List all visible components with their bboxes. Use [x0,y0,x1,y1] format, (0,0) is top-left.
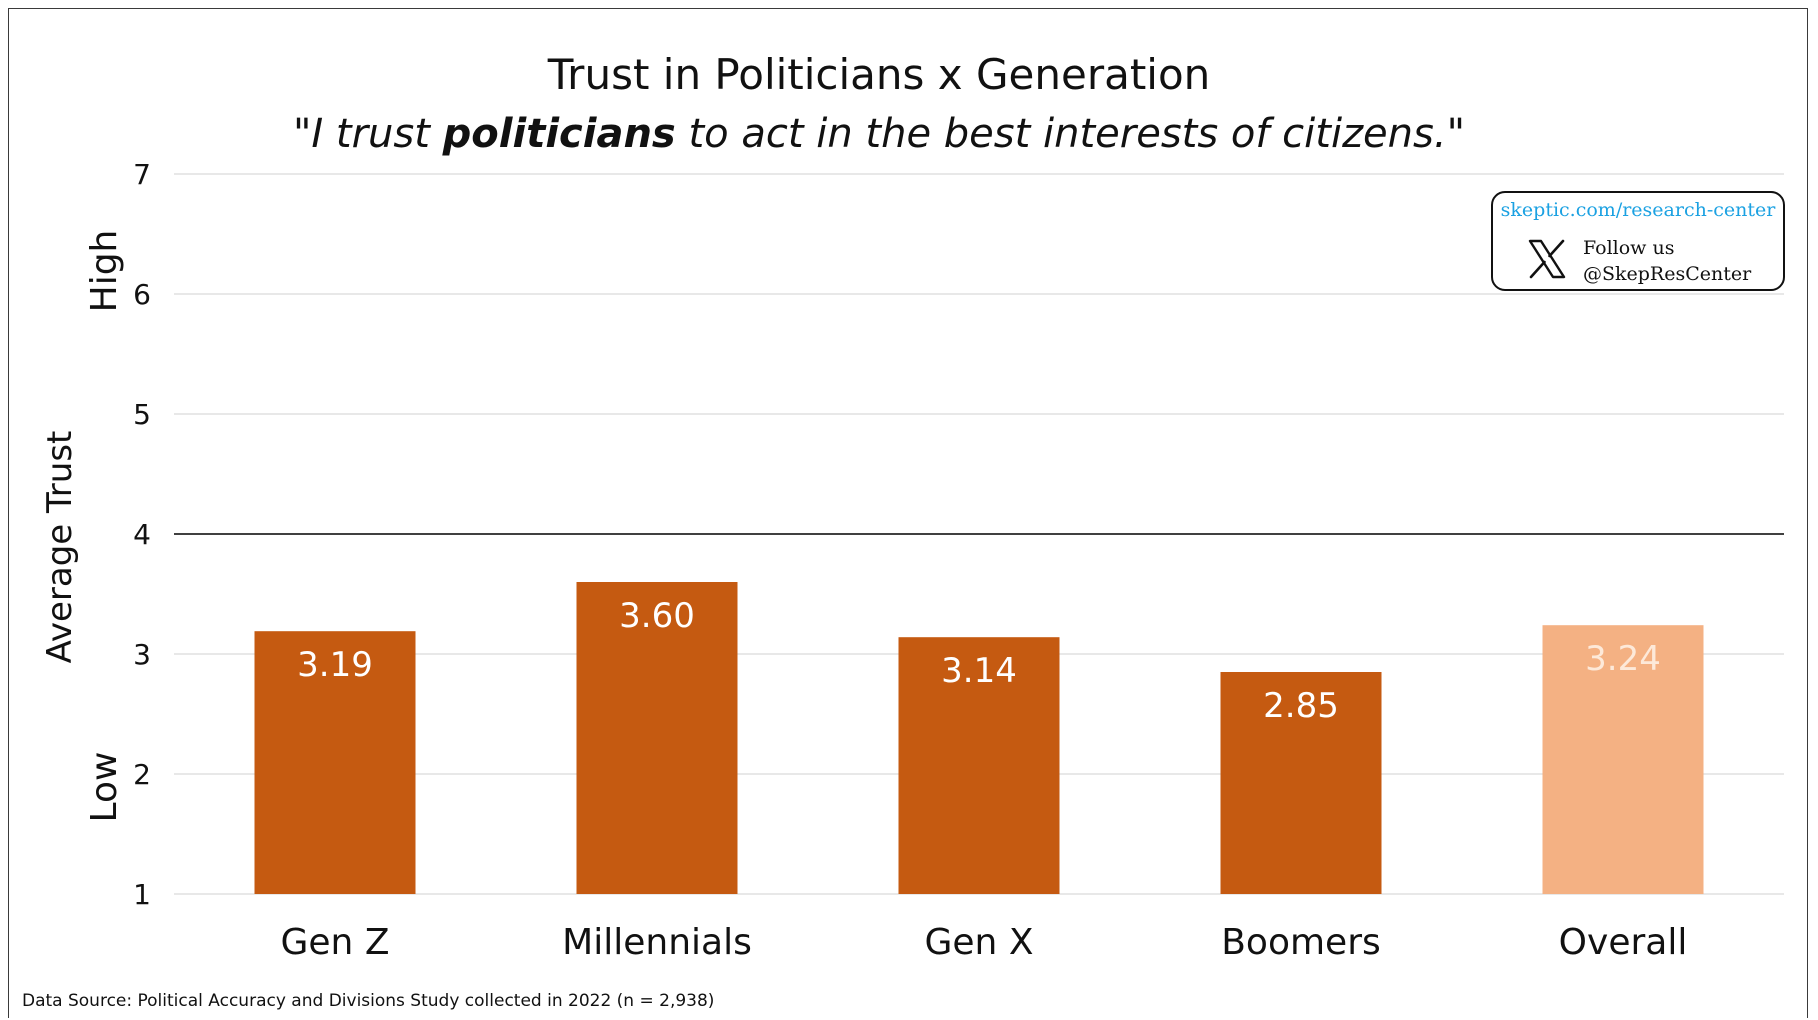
bar-value-label: 2.85 [1263,686,1339,726]
chart-svg: Trust in Politicians x Generation "I tru… [40,50,1784,963]
brand-handle[interactable]: @SkepResCenter [1583,263,1752,285]
category-label: Boomers [1221,922,1381,963]
y-tick-label: 4 [133,518,151,551]
y-axis-high-label: High [84,230,125,313]
subtitle-part-3: to act in the best interests of citizens… [676,111,1465,157]
chart-subtitle: "I trust politicians to act in the best … [293,111,1465,157]
category-label: Gen X [925,922,1034,963]
bar-value-labels: 3.19 3.60 3.14 2.85 3.24 [297,596,1661,726]
brand-follow-line: Follow us [1583,237,1675,259]
x-logo-icon[interactable] [1527,239,1567,279]
y-tick-label: 5 [133,398,151,431]
category-labels: Gen Z Millennials Gen X Boomers Overall [281,922,1688,963]
bar-value-label: 3.19 [297,645,373,685]
bar-gen-x [898,637,1060,894]
bar-value-label: 3.24 [1585,639,1661,679]
chart-title: Trust in Politicians x Generation [547,50,1211,99]
y-tick-labels: 1 2 3 4 5 6 7 [133,158,151,911]
y-axis-low-label: Low [84,752,125,823]
bar-boomers [1220,672,1382,894]
category-label: Overall [1559,922,1688,963]
brand-badge: skeptic.com/research-center Follow us @S… [1491,191,1785,291]
y-tick-label: 6 [133,278,151,311]
category-label: Gen Z [281,922,390,963]
y-tick-label: 2 [133,758,151,791]
bar-value-label: 3.14 [941,651,1017,691]
y-tick-label: 3 [133,638,151,671]
subtitle-part-1: "I trust [293,111,443,157]
bar-value-label: 3.60 [619,596,695,636]
y-axis-title: Average Trust [40,431,80,664]
bar-gen-z [254,631,416,894]
bar-millennials [576,582,738,894]
bar-overall [1542,625,1704,894]
brand-follow-text: Follow us @SkepResCenter [1583,235,1751,287]
data-source-note: Data Source: Political Accuracy and Divi… [22,991,715,1011]
brand-url-link[interactable]: skeptic.com/research-center [1500,199,1776,221]
subtitle-emphasis: politicians [442,111,676,157]
y-tick-label: 1 [133,878,151,911]
bars [254,582,1704,894]
chart-frame: Trust in Politicians x Generation "I tru… [8,8,1808,1018]
category-label: Millennials [562,922,752,963]
y-tick-label: 7 [133,158,151,191]
